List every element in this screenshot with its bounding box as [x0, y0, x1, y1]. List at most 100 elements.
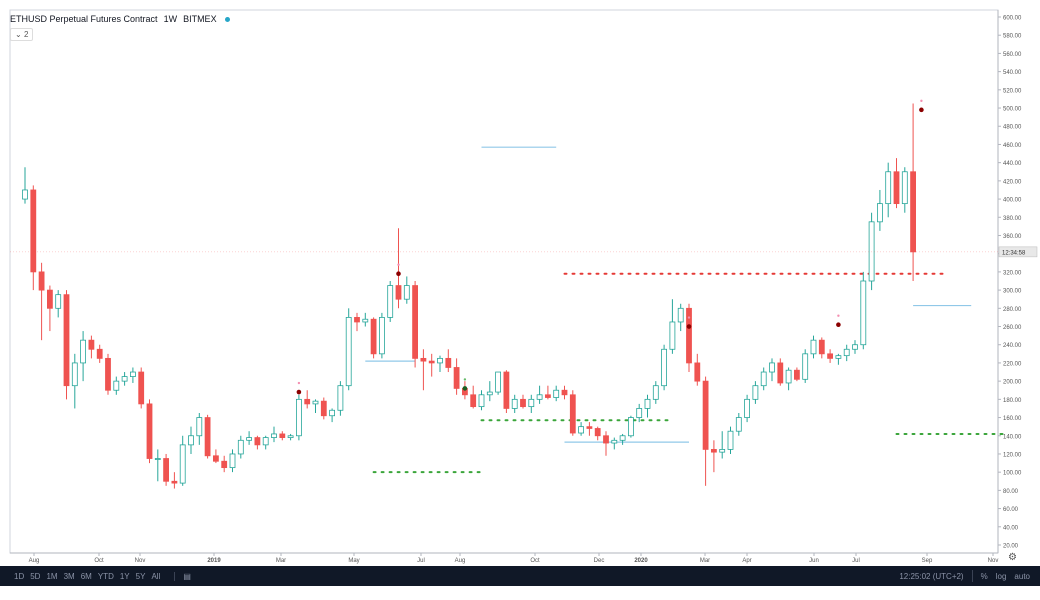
candle-down[interactable]: [163, 458, 170, 482]
candle-up[interactable]: [810, 339, 817, 355]
range-5y[interactable]: 5Y: [135, 571, 146, 581]
candle-down[interactable]: [893, 171, 900, 205]
candle-up[interactable]: [769, 362, 775, 373]
candle-up[interactable]: [337, 385, 344, 411]
candle-up[interactable]: [478, 394, 485, 408]
candle-up[interactable]: [885, 171, 892, 205]
range-all[interactable]: All: [151, 571, 161, 581]
candle-down[interactable]: [569, 394, 576, 434]
range-ytd[interactable]: YTD: [97, 571, 114, 581]
candle-up[interactable]: [495, 371, 502, 393]
candle-down[interactable]: [603, 435, 609, 444]
candle-down[interactable]: [428, 360, 435, 364]
candle-up[interactable]: [154, 458, 161, 460]
candle-down[interactable]: [412, 285, 419, 359]
symbol-title[interactable]: ETHUSD Perpetual Futures Contract: [10, 14, 158, 24]
candle-down[interactable]: [794, 369, 800, 380]
candle-down[interactable]: [694, 362, 701, 382]
candle-up[interactable]: [362, 318, 369, 323]
candle-up[interactable]: [760, 371, 767, 387]
candle-down[interactable]: [503, 371, 510, 409]
candle-down[interactable]: [777, 362, 784, 384]
range-1y[interactable]: 1Y: [119, 571, 130, 581]
candle-down[interactable]: [47, 289, 53, 309]
candle-up[interactable]: [611, 439, 618, 444]
range-1d[interactable]: 1D: [14, 571, 25, 581]
candle-up[interactable]: [528, 398, 535, 408]
candle-down[interactable]: [30, 189, 37, 273]
candle-down[interactable]: [561, 389, 568, 396]
candle-up[interactable]: [860, 280, 867, 346]
log-toggle[interactable]: log: [995, 571, 1007, 581]
percent-toggle[interactable]: %: [980, 571, 988, 581]
candle-up[interactable]: [677, 307, 684, 323]
range-5d[interactable]: 5D: [30, 571, 41, 581]
candle-up[interactable]: [196, 417, 203, 437]
candle-down[interactable]: [470, 394, 477, 408]
candle-up[interactable]: [644, 398, 651, 409]
candle-up[interactable]: [80, 339, 86, 364]
candle-down[interactable]: [910, 171, 916, 253]
candle-up[interactable]: [652, 385, 659, 400]
candle-down[interactable]: [520, 398, 526, 408]
candle-up[interactable]: [628, 417, 634, 437]
candle-up[interactable]: [868, 221, 875, 282]
candle-down[interactable]: [702, 380, 709, 450]
candle-down[interactable]: [594, 428, 601, 437]
candle-up[interactable]: [312, 400, 319, 405]
candle-down[interactable]: [138, 371, 145, 405]
candle-up[interactable]: [735, 417, 742, 432]
candle-up[interactable]: [121, 376, 128, 382]
candle-up[interactable]: [486, 391, 493, 396]
candle-down[interactable]: [88, 339, 95, 350]
candle-down[interactable]: [304, 398, 311, 405]
candle-up[interactable]: [22, 189, 28, 200]
candle-up[interactable]: [329, 409, 336, 417]
candle-up[interactable]: [619, 435, 626, 441]
calendar-icon[interactable]: ▤: [174, 571, 191, 581]
candle-up[interactable]: [188, 435, 194, 446]
candle-up[interactable]: [553, 389, 560, 398]
range-3m[interactable]: 3M: [63, 571, 75, 581]
candle-up[interactable]: [877, 203, 883, 223]
candle-up[interactable]: [403, 285, 410, 300]
candle-down[interactable]: [545, 394, 551, 398]
candle-up[interactable]: [511, 398, 518, 409]
candle-down[interactable]: [146, 403, 153, 459]
candle-up[interactable]: [802, 353, 809, 380]
candle-up[interactable]: [719, 449, 726, 453]
candle-up[interactable]: [287, 435, 294, 438]
candle-down[interactable]: [453, 367, 460, 389]
candle-up[interactable]: [295, 398, 302, 437]
settings-gear-icon[interactable]: ⚙: [1008, 552, 1017, 563]
candle-up[interactable]: [113, 380, 120, 391]
candle-up[interactable]: [661, 348, 667, 387]
candle-up[interactable]: [345, 317, 352, 387]
candle-up[interactable]: [578, 426, 584, 434]
candle-down[interactable]: [370, 318, 377, 355]
candle-up[interactable]: [262, 437, 269, 446]
price-chart[interactable]: 600.00 580.00 560.00 540.00 520.00 500.00 480.…: [0, 0, 1040, 566]
candle-up[interactable]: [636, 408, 643, 418]
candle-down[interactable]: [354, 317, 360, 323]
candle-up[interactable]: [229, 453, 236, 469]
candle-up[interactable]: [129, 371, 136, 377]
candle-down[interactable]: [105, 357, 111, 391]
candle-up[interactable]: [71, 362, 78, 387]
candle-up[interactable]: [901, 171, 908, 205]
indicator-collapse-button[interactable]: ⌄ 2: [10, 28, 34, 41]
candle-down[interactable]: [686, 307, 692, 364]
candle-up[interactable]: [246, 437, 253, 441]
candle-up[interactable]: [271, 433, 277, 438]
candle-down[interactable]: [445, 357, 452, 368]
range-1m[interactable]: 1M: [46, 571, 58, 581]
candle-down[interactable]: [221, 460, 228, 469]
candle-down[interactable]: [38, 271, 45, 291]
candle-up[interactable]: [744, 398, 750, 418]
candle-down[interactable]: [320, 400, 327, 417]
candle-down[interactable]: [204, 417, 211, 457]
auto-toggle[interactable]: auto: [1014, 571, 1030, 581]
candle-down[interactable]: [279, 433, 286, 438]
candle-up[interactable]: [387, 285, 394, 318]
candle-down[interactable]: [254, 437, 261, 446]
